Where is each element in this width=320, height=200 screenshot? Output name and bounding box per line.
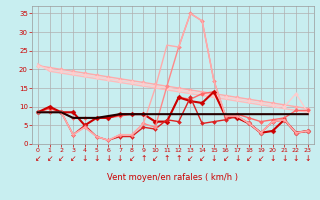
Text: ↓: ↓ (269, 154, 276, 163)
Text: ↙: ↙ (187, 154, 194, 163)
Text: ↓: ↓ (117, 154, 123, 163)
Text: ↙: ↙ (46, 154, 53, 163)
Text: ↙: ↙ (222, 154, 229, 163)
Text: ↓: ↓ (211, 154, 217, 163)
Text: ↑: ↑ (175, 154, 182, 163)
Text: ↓: ↓ (281, 154, 287, 163)
X-axis label: Vent moyen/en rafales ( km/h ): Vent moyen/en rafales ( km/h ) (107, 173, 238, 182)
Text: ↙: ↙ (246, 154, 252, 163)
Text: ↙: ↙ (152, 154, 158, 163)
Text: ↑: ↑ (164, 154, 170, 163)
Text: ↓: ↓ (234, 154, 241, 163)
Text: ↙: ↙ (35, 154, 41, 163)
Text: ↓: ↓ (82, 154, 88, 163)
Text: ↓: ↓ (105, 154, 111, 163)
Text: ↑: ↑ (140, 154, 147, 163)
Text: ↓: ↓ (93, 154, 100, 163)
Text: ↓: ↓ (305, 154, 311, 163)
Text: ↓: ↓ (293, 154, 299, 163)
Text: ↙: ↙ (70, 154, 76, 163)
Text: ↙: ↙ (58, 154, 65, 163)
Text: ↙: ↙ (199, 154, 205, 163)
Text: ↙: ↙ (129, 154, 135, 163)
Text: ↙: ↙ (258, 154, 264, 163)
